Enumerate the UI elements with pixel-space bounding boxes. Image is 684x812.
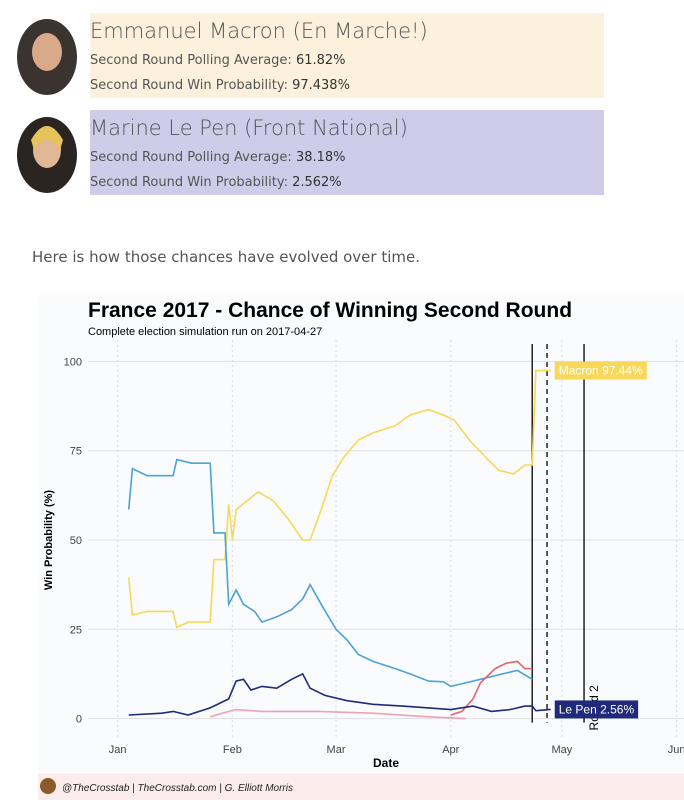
x-tick-label: Apr xyxy=(442,744,459,756)
portraits xyxy=(17,19,77,193)
y-tick-label: 75 xyxy=(70,446,82,458)
win-value: 97.438% xyxy=(292,78,350,93)
win-label: Second Round Win Probability: xyxy=(90,175,288,190)
chart-subtitle: Complete election simulation run on 2017… xyxy=(88,326,322,338)
x-axis-label: Date xyxy=(373,756,399,770)
candidate-card: Marine Le Pen (Front National) Second Rou… xyxy=(90,110,604,195)
polling-line: Second Round Polling Average: 61.82% xyxy=(90,53,346,68)
series-line xyxy=(209,708,466,720)
end-label: Macron 97.44% xyxy=(559,364,643,378)
x-tick-label: Mar xyxy=(327,744,346,756)
win-value: 2.562% xyxy=(292,175,342,190)
x-tick-label: May xyxy=(551,744,572,756)
footer-bar xyxy=(38,773,684,800)
series-line xyxy=(128,672,551,716)
polling-value: 38.18% xyxy=(295,150,346,165)
win-line: Second Round Win Probability: 97.438% xyxy=(90,78,350,93)
win-label: Second Round Win Probability: xyxy=(90,78,288,93)
logo xyxy=(40,778,56,794)
credit: @TheCrosstab | TheCrosstab.com | G. Elli… xyxy=(62,783,293,794)
series-line xyxy=(127,458,533,688)
series-line xyxy=(127,369,551,629)
candidate-name: Marine Le Pen (Front National) xyxy=(90,116,408,140)
chart-title: France 2017 - Chance of Winning Second R… xyxy=(88,299,572,322)
portrait-hair xyxy=(31,126,63,150)
candidate-card: Emmanuel Macron (En Marche!) Second Round… xyxy=(90,13,604,98)
win-line: Second Round Win Probability: 2.562% xyxy=(90,175,342,190)
polling-label: Second Round Polling Average: xyxy=(90,150,292,165)
y-tick-label: 100 xyxy=(64,356,82,368)
end-label-box xyxy=(554,361,647,380)
plot: 0255075100JanFebMarAprMayJunRound 2Macro… xyxy=(64,340,684,756)
end-label: Le Pen 2.56% xyxy=(559,702,635,716)
polling-line: Second Round Polling Average: 38.18% xyxy=(90,150,346,165)
polling-value: 61.82% xyxy=(295,53,346,68)
y-tick-label: 25 xyxy=(70,624,82,636)
polling-label: Second Round Polling Average: xyxy=(90,53,292,68)
y-tick-label: 0 xyxy=(76,714,82,726)
intro-text: Here is how those chances have evolved o… xyxy=(32,248,420,266)
x-tick-label: Feb xyxy=(223,744,242,756)
x-tick-label: Jun xyxy=(668,744,684,756)
x-tick-label: Jan xyxy=(109,744,127,756)
y-tick-label: 50 xyxy=(70,535,82,547)
portrait-face xyxy=(32,33,62,71)
candidate-name: Emmanuel Macron (En Marche!) xyxy=(90,19,428,43)
end-label-box xyxy=(554,700,639,719)
y-axis-label: Win Probability (%) xyxy=(43,490,55,590)
